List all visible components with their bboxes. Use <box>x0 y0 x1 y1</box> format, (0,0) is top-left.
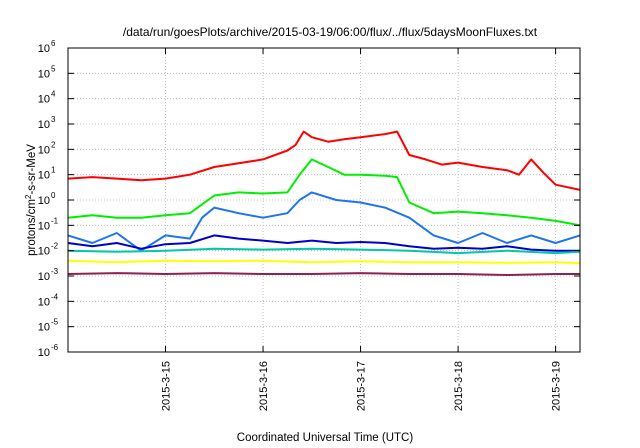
y-tick-exponent: 6 <box>51 39 56 48</box>
y-tick-exponent: 2 <box>51 140 56 149</box>
chart-title: /data/run/goesPlots/archive/2015-03-19/0… <box>123 25 538 39</box>
y-tick-label: 10 <box>38 220 50 232</box>
x-tick-label: 2015-3-16 <box>258 361 270 411</box>
y-tick-exponent: 4 <box>51 90 56 99</box>
y-tick-label: 10 <box>38 94 50 106</box>
y-tick-label: 10 <box>38 170 50 182</box>
series-line-2 <box>67 158 581 227</box>
y-tick-exponent: 5 <box>51 64 56 73</box>
y-tick-label: 10 <box>38 246 50 258</box>
x-tick-label: 2015-3-19 <box>551 361 563 411</box>
y-tick-exponent: -2 <box>51 242 59 251</box>
y-tick-label: 10 <box>38 144 50 156</box>
y-tick-label: 10 <box>38 296 50 308</box>
y-tick-label: 10 <box>38 68 50 80</box>
x-tick-label: 2015-3-18 <box>453 361 465 411</box>
y-tick-label: 10 <box>38 271 50 283</box>
y-tick-exponent: -3 <box>51 267 59 276</box>
y-tick-label: 10 <box>38 195 50 207</box>
y-axis-label: protons/cm2-s-sr-MeV <box>24 144 39 256</box>
y-tick-exponent: 0 <box>51 191 56 200</box>
y-tick-label: 10 <box>38 43 50 55</box>
series-line-3 <box>67 191 581 252</box>
x-axis-ticks: 2015-3-15 2015-3-16 2015-3-17 2015-3-18 2015… <box>161 48 563 411</box>
y-tick-exponent: -1 <box>51 216 59 225</box>
y-axis-label-sup: 2 <box>24 194 33 199</box>
y-tick-label: 10 <box>38 347 50 359</box>
x-tick-label: 2015-3-15 <box>161 361 173 411</box>
y-tick-exponent: -4 <box>51 292 59 301</box>
series-line-1 <box>67 130 581 191</box>
y-tick-exponent: -6 <box>51 343 59 352</box>
series-line-5 <box>67 247 581 255</box>
y-tick-exponent: 3 <box>51 115 56 124</box>
series-line-6 <box>67 259 581 265</box>
series-lines <box>67 130 581 276</box>
y-tick-label: 10 <box>38 119 50 131</box>
y-axis-label-base: protons/cm <box>26 199 38 256</box>
x-axis-label: Coordinated Universal Time (UTC) <box>237 432 414 444</box>
y-axis-label-rest: -s-sr-MeV <box>26 144 38 195</box>
series-line-4 <box>67 234 580 252</box>
grid-lines <box>68 48 580 352</box>
series-line-7 <box>67 272 580 276</box>
y-tick-exponent: -5 <box>51 318 59 327</box>
y-tick-exponent: 1 <box>51 166 56 175</box>
y-tick-label: 10 <box>38 322 50 334</box>
x-tick-label: 2015-3-17 <box>356 361 368 411</box>
